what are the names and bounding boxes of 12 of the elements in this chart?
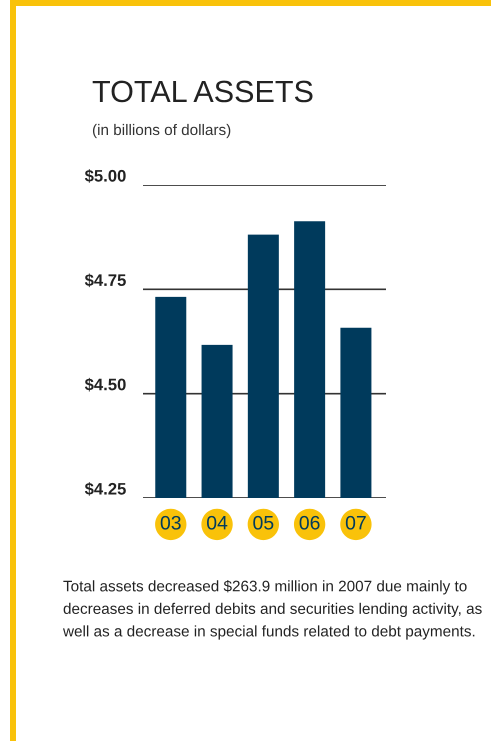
y-tick-label: $5.00 [84, 169, 126, 183]
y-tick-label: $4.50 [84, 378, 126, 392]
y-tick-label: $4.25 [84, 482, 126, 496]
y-tick-label: $4.75 [84, 274, 126, 288]
x-tick-label: 07 [346, 516, 366, 530]
chart-subtitle: (in billions of dollars) [92, 124, 230, 138]
x-tick-label: 04 [207, 516, 228, 530]
x-tick-label: 06 [300, 516, 320, 530]
x-tick-label: 05 [253, 516, 274, 530]
chart-title: TOTAL ASSETS [92, 80, 313, 102]
x-tick-label: 03 [160, 516, 181, 530]
text: Total assets decreased $263.9 million in 2007 due mainly to decreases in deferred debits and securities lending activity, as well as a decrease in special funds related to debt payments. [62, 580, 482, 640]
